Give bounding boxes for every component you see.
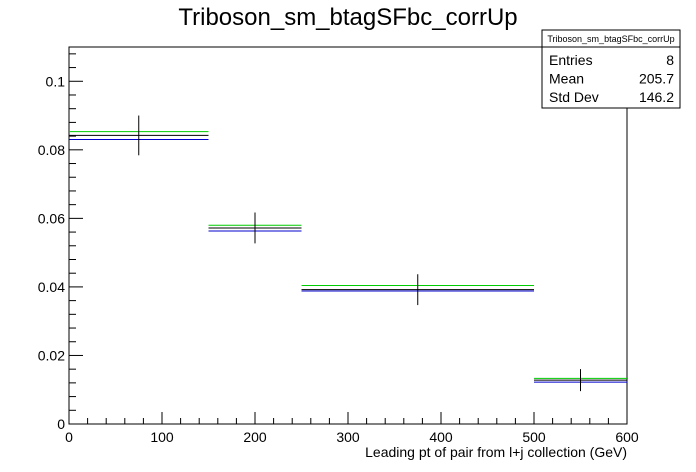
- axis-ticks: [68, 53, 628, 425]
- stats-box-rows: Entries 8 Mean 205.7 Std Dev 146.2: [549, 52, 674, 105]
- x-tick-label: 200: [243, 429, 267, 445]
- y-tick-label: 0.04: [38, 279, 65, 295]
- stats-row-label: Std Dev: [549, 89, 599, 105]
- y-tick-label: 0.02: [38, 347, 65, 363]
- y-tick-label: 0.1: [46, 73, 66, 89]
- chart-title: Triboson_sm_btagSFbc_corrUp: [178, 4, 517, 31]
- x-tick-label: 100: [150, 429, 174, 445]
- stats-box-title: Triboson_sm_btagSFbc_corrUp: [547, 34, 674, 44]
- x-tick-label: 600: [615, 429, 639, 445]
- stats-row-value: 146.2: [639, 89, 674, 105]
- stats-row-label: Mean: [549, 71, 584, 87]
- x-tick-label: 500: [522, 429, 546, 445]
- x-tick-label: 0: [65, 429, 73, 445]
- y-tick-label: 0.08: [38, 142, 65, 158]
- stats-row-value: 205.7: [639, 71, 674, 87]
- stats-row-label: Entries: [549, 52, 593, 68]
- y-tick-label: 0: [57, 416, 65, 432]
- histogram-series: [69, 115, 627, 392]
- x-tick-label: 400: [429, 429, 453, 445]
- y-tick-label: 0.06: [38, 210, 65, 226]
- stats-box-frame: [541, 29, 681, 109]
- stats-box: Triboson_sm_btagSFbc_corrUp Entries 8 Mean…: [541, 29, 681, 109]
- axis-tick-labels: 0 100 200 300 400 500 600 0 0.02 0.04 0.06 0.08 0.1: [38, 73, 639, 445]
- x-tick-label: 300: [336, 429, 360, 445]
- stats-row-value: 8: [666, 52, 674, 68]
- x-axis-title: Leading pt of pair from l+j collection (…: [365, 444, 627, 460]
